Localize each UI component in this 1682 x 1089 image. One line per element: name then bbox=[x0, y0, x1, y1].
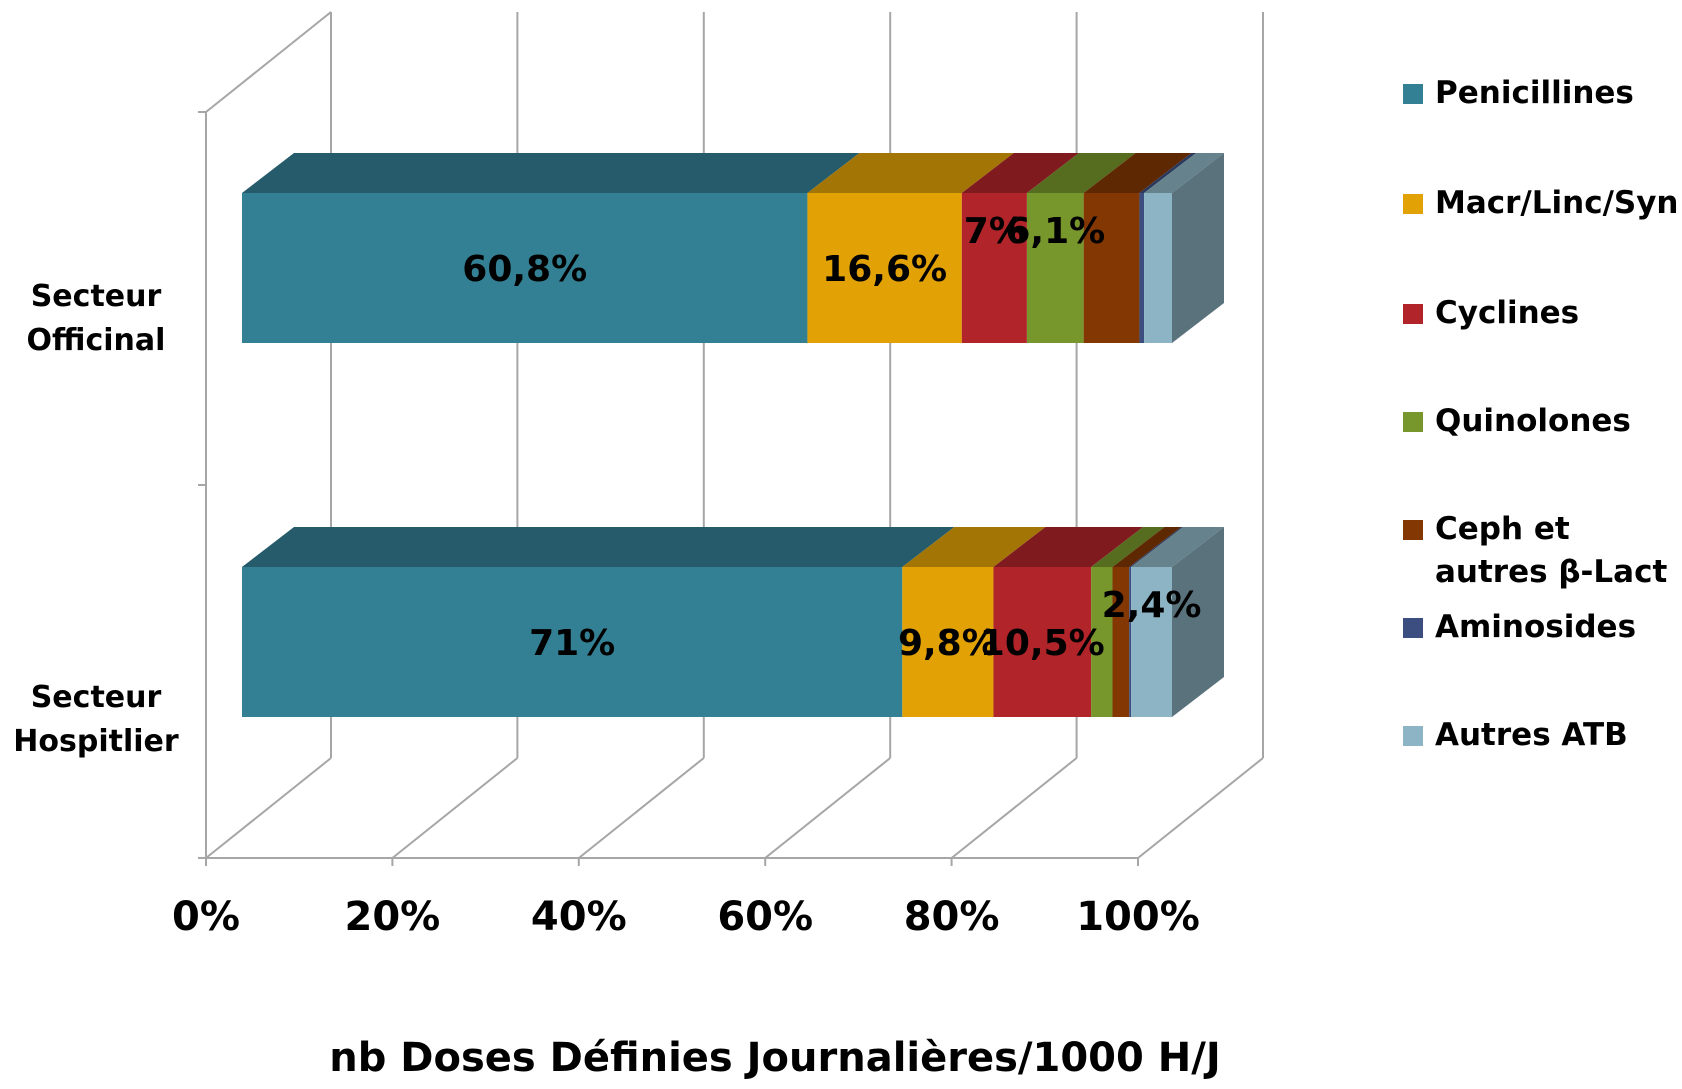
legend-item-penicillines: Penicillines bbox=[1403, 72, 1673, 182]
bar-segment-top bbox=[993, 527, 1144, 567]
bar-segment-top bbox=[1026, 153, 1136, 193]
legend-label: Cyclines bbox=[1435, 295, 1580, 331]
legend-label: Macr/Linc/Syn bbox=[1435, 185, 1679, 221]
bar-segment bbox=[1083, 193, 1140, 343]
legend-swatch bbox=[1403, 618, 1423, 638]
bar-end-side bbox=[1172, 153, 1224, 343]
bar-segment bbox=[1026, 193, 1084, 343]
bar-segment bbox=[1091, 567, 1113, 717]
bar-segment bbox=[993, 567, 1092, 717]
data-label: 16,6% bbox=[822, 249, 947, 290]
data-label: 60,8% bbox=[462, 249, 587, 290]
legend-label: Ceph et bbox=[1435, 511, 1570, 547]
bar-segment-top bbox=[902, 527, 1046, 567]
x-tick-label: 40% bbox=[531, 894, 627, 940]
x-tick-label: 100% bbox=[1076, 894, 1200, 940]
legend-label: Autres ATB bbox=[1435, 717, 1628, 753]
bar-segment-top bbox=[807, 153, 1014, 193]
floor-gridline bbox=[578, 757, 705, 859]
legend-swatch bbox=[1403, 520, 1423, 540]
legend: Penicillines Macr/Linc/Syn Cyclines Quin… bbox=[1403, 72, 1679, 764]
bar-segment bbox=[1129, 567, 1132, 717]
floor-gridline bbox=[391, 757, 519, 859]
x-tick-label: 20% bbox=[345, 894, 441, 940]
legend-label: Quinolones bbox=[1435, 403, 1631, 439]
floor-gridline bbox=[205, 757, 332, 859]
category-label-hospitlier: Secteur Hospitlier bbox=[13, 680, 179, 759]
bar-end-side bbox=[1172, 527, 1224, 717]
legend-swatch bbox=[1403, 412, 1423, 432]
floor-gridline bbox=[950, 757, 1078, 859]
legend-swatch bbox=[1403, 84, 1423, 104]
legend-item-quinolones: Quinolones bbox=[1403, 400, 1673, 508]
x-tick-label: 80% bbox=[904, 894, 1000, 940]
legend-label: Aminosides bbox=[1435, 609, 1637, 645]
bar-segment-top bbox=[1139, 153, 1197, 193]
bar-segment bbox=[242, 567, 903, 717]
bar-segment-top bbox=[1129, 527, 1184, 567]
legend-label: Penicillines bbox=[1435, 75, 1634, 111]
bar-segment bbox=[1139, 193, 1145, 343]
data-label: 71% bbox=[529, 623, 615, 664]
bar-segment bbox=[902, 567, 994, 717]
bar-segment bbox=[1131, 567, 1172, 717]
legend-item-macr-linc-syn: Macr/Linc/Syn bbox=[1403, 182, 1679, 292]
bar-segment-top bbox=[1131, 527, 1224, 567]
bar-segment bbox=[1144, 193, 1172, 343]
bar-segment-top bbox=[961, 153, 1079, 193]
category-label-officinal: Secteur Officinal bbox=[26, 279, 166, 358]
bar-segment bbox=[807, 193, 962, 343]
bar-segment-top bbox=[242, 527, 955, 567]
legend-item-autres-atb: Autres ATB bbox=[1403, 714, 1673, 764]
floor-gridline bbox=[1137, 757, 1264, 859]
data-label: 6,1% bbox=[1005, 211, 1105, 252]
bar-segment-top bbox=[242, 153, 860, 193]
x-axis-title: nb Doses Définies Journalières/1000 H/J bbox=[329, 1035, 1221, 1081]
data-label: 2,4% bbox=[1102, 585, 1202, 626]
legend-label: autres β-Lact bbox=[1435, 554, 1668, 590]
legend-swatch bbox=[1403, 726, 1423, 746]
bar-segment bbox=[242, 193, 808, 343]
x-tick-label: 60% bbox=[717, 894, 813, 940]
data-label: 9,8% bbox=[898, 623, 998, 664]
bar-segment-top bbox=[1083, 153, 1192, 193]
floor-gridline bbox=[764, 757, 891, 859]
data-label: 10,5% bbox=[980, 623, 1105, 664]
legend-swatch bbox=[1403, 304, 1423, 324]
legend-item-aminosides: Aminosides bbox=[1403, 606, 1673, 714]
bar-segment-top bbox=[1112, 527, 1182, 567]
x-tick-label: 0% bbox=[172, 894, 240, 940]
legend-swatch bbox=[1403, 194, 1423, 214]
legend-item-ceph: Ceph et autres β-Lact bbox=[1403, 508, 1673, 606]
data-label: 7% bbox=[964, 211, 1025, 252]
left-wall-top-edge bbox=[205, 11, 332, 113]
bar-segment bbox=[961, 193, 1027, 343]
legend-item-cyclines: Cyclines bbox=[1403, 292, 1673, 400]
bar-segment bbox=[1112, 567, 1130, 717]
bar-segment-top bbox=[1091, 527, 1165, 567]
bar-segment-top bbox=[1144, 153, 1224, 193]
